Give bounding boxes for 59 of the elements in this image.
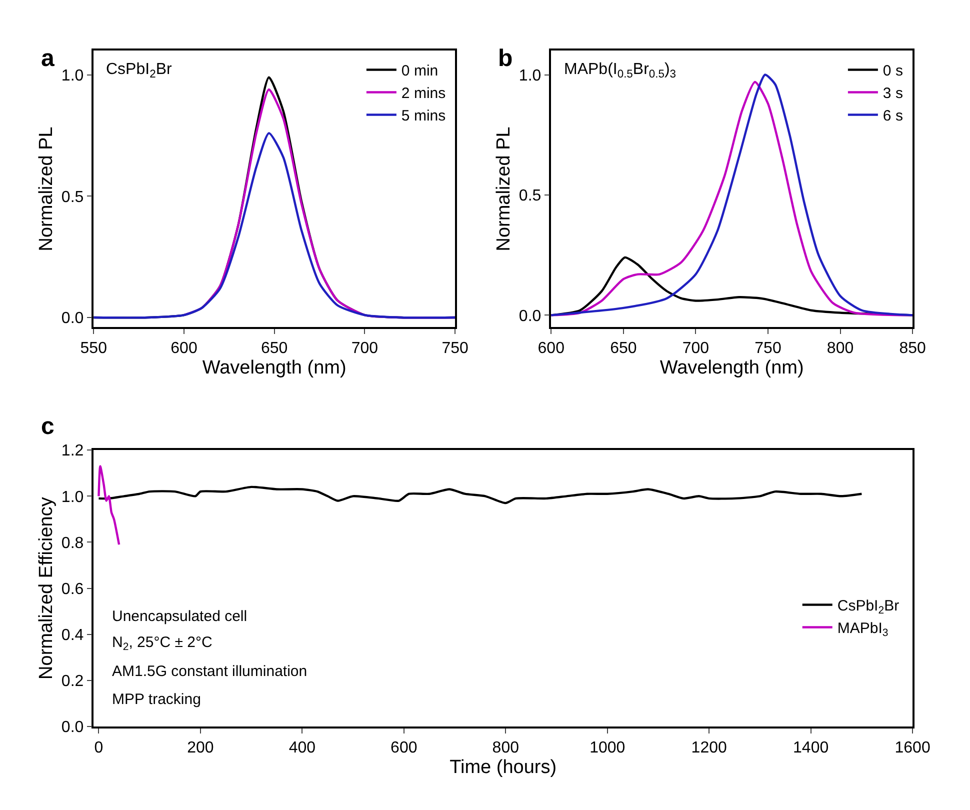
x-tick-label: 700 [682,340,710,358]
legend-label: 0 s [882,62,903,80]
line-series [94,132,456,319]
line-series [98,465,120,546]
y-tick-label: 0.0 [518,308,542,325]
x-tick-label: 1000 [590,740,626,757]
x-tick-label: 750 [442,340,468,358]
y-axis-title: Normalized PL [493,126,514,252]
annotation: N$_{2}$, 25°C ± 2°C [112,634,212,654]
x-tick-label: 0 [94,740,104,757]
legend-label: 5 mins [401,108,446,125]
x-axis-title: Wavelength (nm) [202,357,346,378]
annotation: MPP tracking [112,691,201,708]
y-tick-label: 1.0 [518,67,542,84]
x-tick-label: 1600 [894,740,930,757]
x-tick-label: 600 [390,740,418,757]
legend-label: 3 s [882,85,903,102]
y-tick-label: 0.6 [61,580,84,598]
y-tick-label: 1.0 [61,488,84,506]
y-tick-label: 0.0 [61,719,84,736]
chart-title: b [498,45,513,72]
y-tick-label: 1.0 [61,68,84,85]
legend-label: CsPbI$_{2}$Br [837,598,900,617]
y-tick-label: 0.5 [61,188,84,206]
legend-label: 2 mins [401,85,446,102]
x-tick-label: 750 [754,340,782,358]
y-tick-label: 0.5 [518,188,542,205]
x-axis-title: Wavelength (nm) [660,357,804,378]
x-tick-label: 800 [492,740,520,757]
x-tick-label: 650 [610,340,637,358]
legend-label: 0 min [401,62,438,80]
x-tick-label: 400 [288,740,316,757]
chart-title: c [41,413,54,440]
y-axis-title: Normalized PL [36,126,57,252]
x-tick-label: 1200 [691,740,727,757]
y-tick-label: 0.0 [61,310,84,328]
x-tick-label: 800 [826,340,854,358]
annotation: Unencapsulated cell [112,608,248,625]
y-tick-label: 0.4 [61,627,84,644]
x-tick-label: 600 [538,340,565,358]
x-tick-label: 1400 [793,740,829,757]
x-tick-label: 550 [80,340,108,358]
x-axis-title: Time (hours) [450,756,557,778]
x-tick-label: 600 [170,340,198,358]
annotation: MAPb(I$_{0.5}$Br$_{0.5}$)$_{3}$ [564,61,676,80]
x-tick-label: 700 [351,340,378,358]
x-tick-label: 650 [260,340,288,358]
y-tick-label: 0.8 [61,534,84,552]
chart-title: a [41,45,55,72]
annotation: CsPbI$_{2}$Br [106,61,172,80]
legend-label: MAPbI$_{3}$ [837,620,888,640]
line-series [98,486,863,504]
y-tick-label: 1.2 [61,442,84,460]
y-tick-label: 0.2 [61,673,84,690]
x-tick-label: 850 [899,340,926,358]
x-tick-label: 200 [187,740,214,757]
y-axis-title: Normalized Efficiency [36,496,57,680]
legend-label: 6 s [882,108,903,125]
annotation: AM1.5G constant illumination [112,663,308,680]
